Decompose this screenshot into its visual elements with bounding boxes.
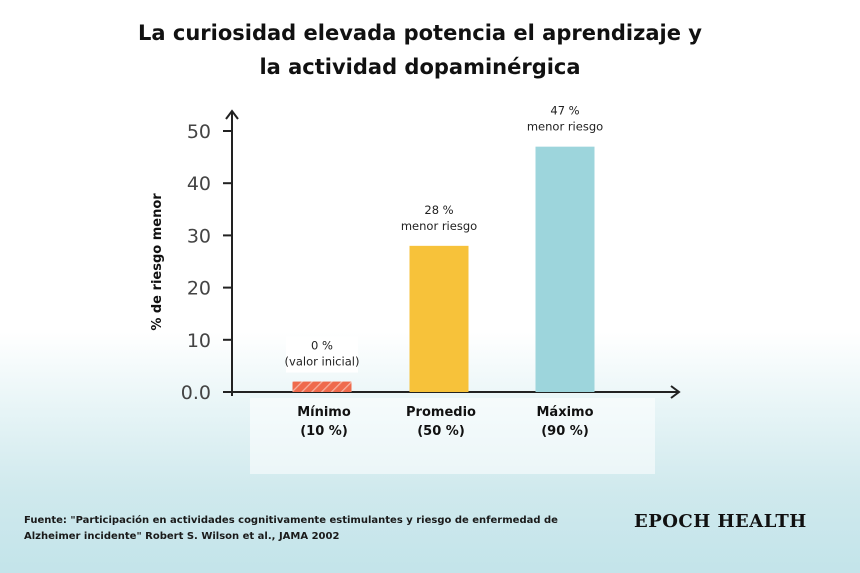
data-label: menor riesgo bbox=[527, 120, 603, 134]
y-axis-arrow bbox=[225, 109, 239, 120]
x-tick-sublabel: (50 %) bbox=[417, 424, 465, 439]
y-axis-label: % de riesgo menor bbox=[150, 193, 165, 331]
x-tick-sublabel: (10 %) bbox=[300, 424, 348, 439]
chart-title-line-1: La curiosidad elevada potencia el aprend… bbox=[138, 21, 702, 45]
source-line-1: Fuente: "Participación en actividades co… bbox=[24, 515, 558, 526]
data-label: 47 % bbox=[550, 104, 579, 118]
bar-3 bbox=[535, 146, 595, 392]
y-tick-label: 50 bbox=[187, 121, 211, 143]
source-line-2: Alzheimer incidente" Robert S. Wilson et… bbox=[24, 531, 340, 542]
y-tick-label: 20 bbox=[187, 278, 211, 300]
data-label: (valor inicial) bbox=[285, 355, 360, 369]
y-label-background bbox=[143, 192, 169, 332]
bar-1 bbox=[292, 381, 352, 392]
y-tick-label: 0.0 bbox=[181, 382, 211, 404]
y-tick-label: 40 bbox=[187, 173, 211, 195]
chart-title: La curiosidad elevada potencia el aprend… bbox=[0, 16, 840, 84]
data-label-background bbox=[286, 336, 358, 373]
x-tick-sublabel: (90 %) bbox=[541, 424, 589, 439]
y-tick-label: 30 bbox=[187, 225, 211, 247]
bar-chart: 0.0 10 20 30 40 50 % de riesgo menor 0 % (valor … bbox=[143, 103, 681, 439]
chart-title-line-2: la actividad dopaminérgica bbox=[259, 55, 581, 79]
source-note: Fuente: "Participación en actividades co… bbox=[24, 513, 584, 545]
data-label: 28 % bbox=[424, 203, 453, 217]
y-tick-label: 10 bbox=[187, 330, 211, 352]
data-label: menor riesgo bbox=[401, 219, 477, 233]
x-tick-label: Máximo bbox=[536, 405, 593, 420]
brand-logo: EPOCH HEALTH bbox=[634, 511, 807, 532]
bar-2 bbox=[409, 245, 469, 392]
x-tick-label: Mínimo bbox=[297, 405, 351, 420]
category-panel bbox=[250, 398, 655, 474]
data-label: 0 % bbox=[311, 339, 333, 353]
x-axis-arrow bbox=[670, 385, 681, 399]
x-tick-label: Promedio bbox=[406, 405, 476, 420]
